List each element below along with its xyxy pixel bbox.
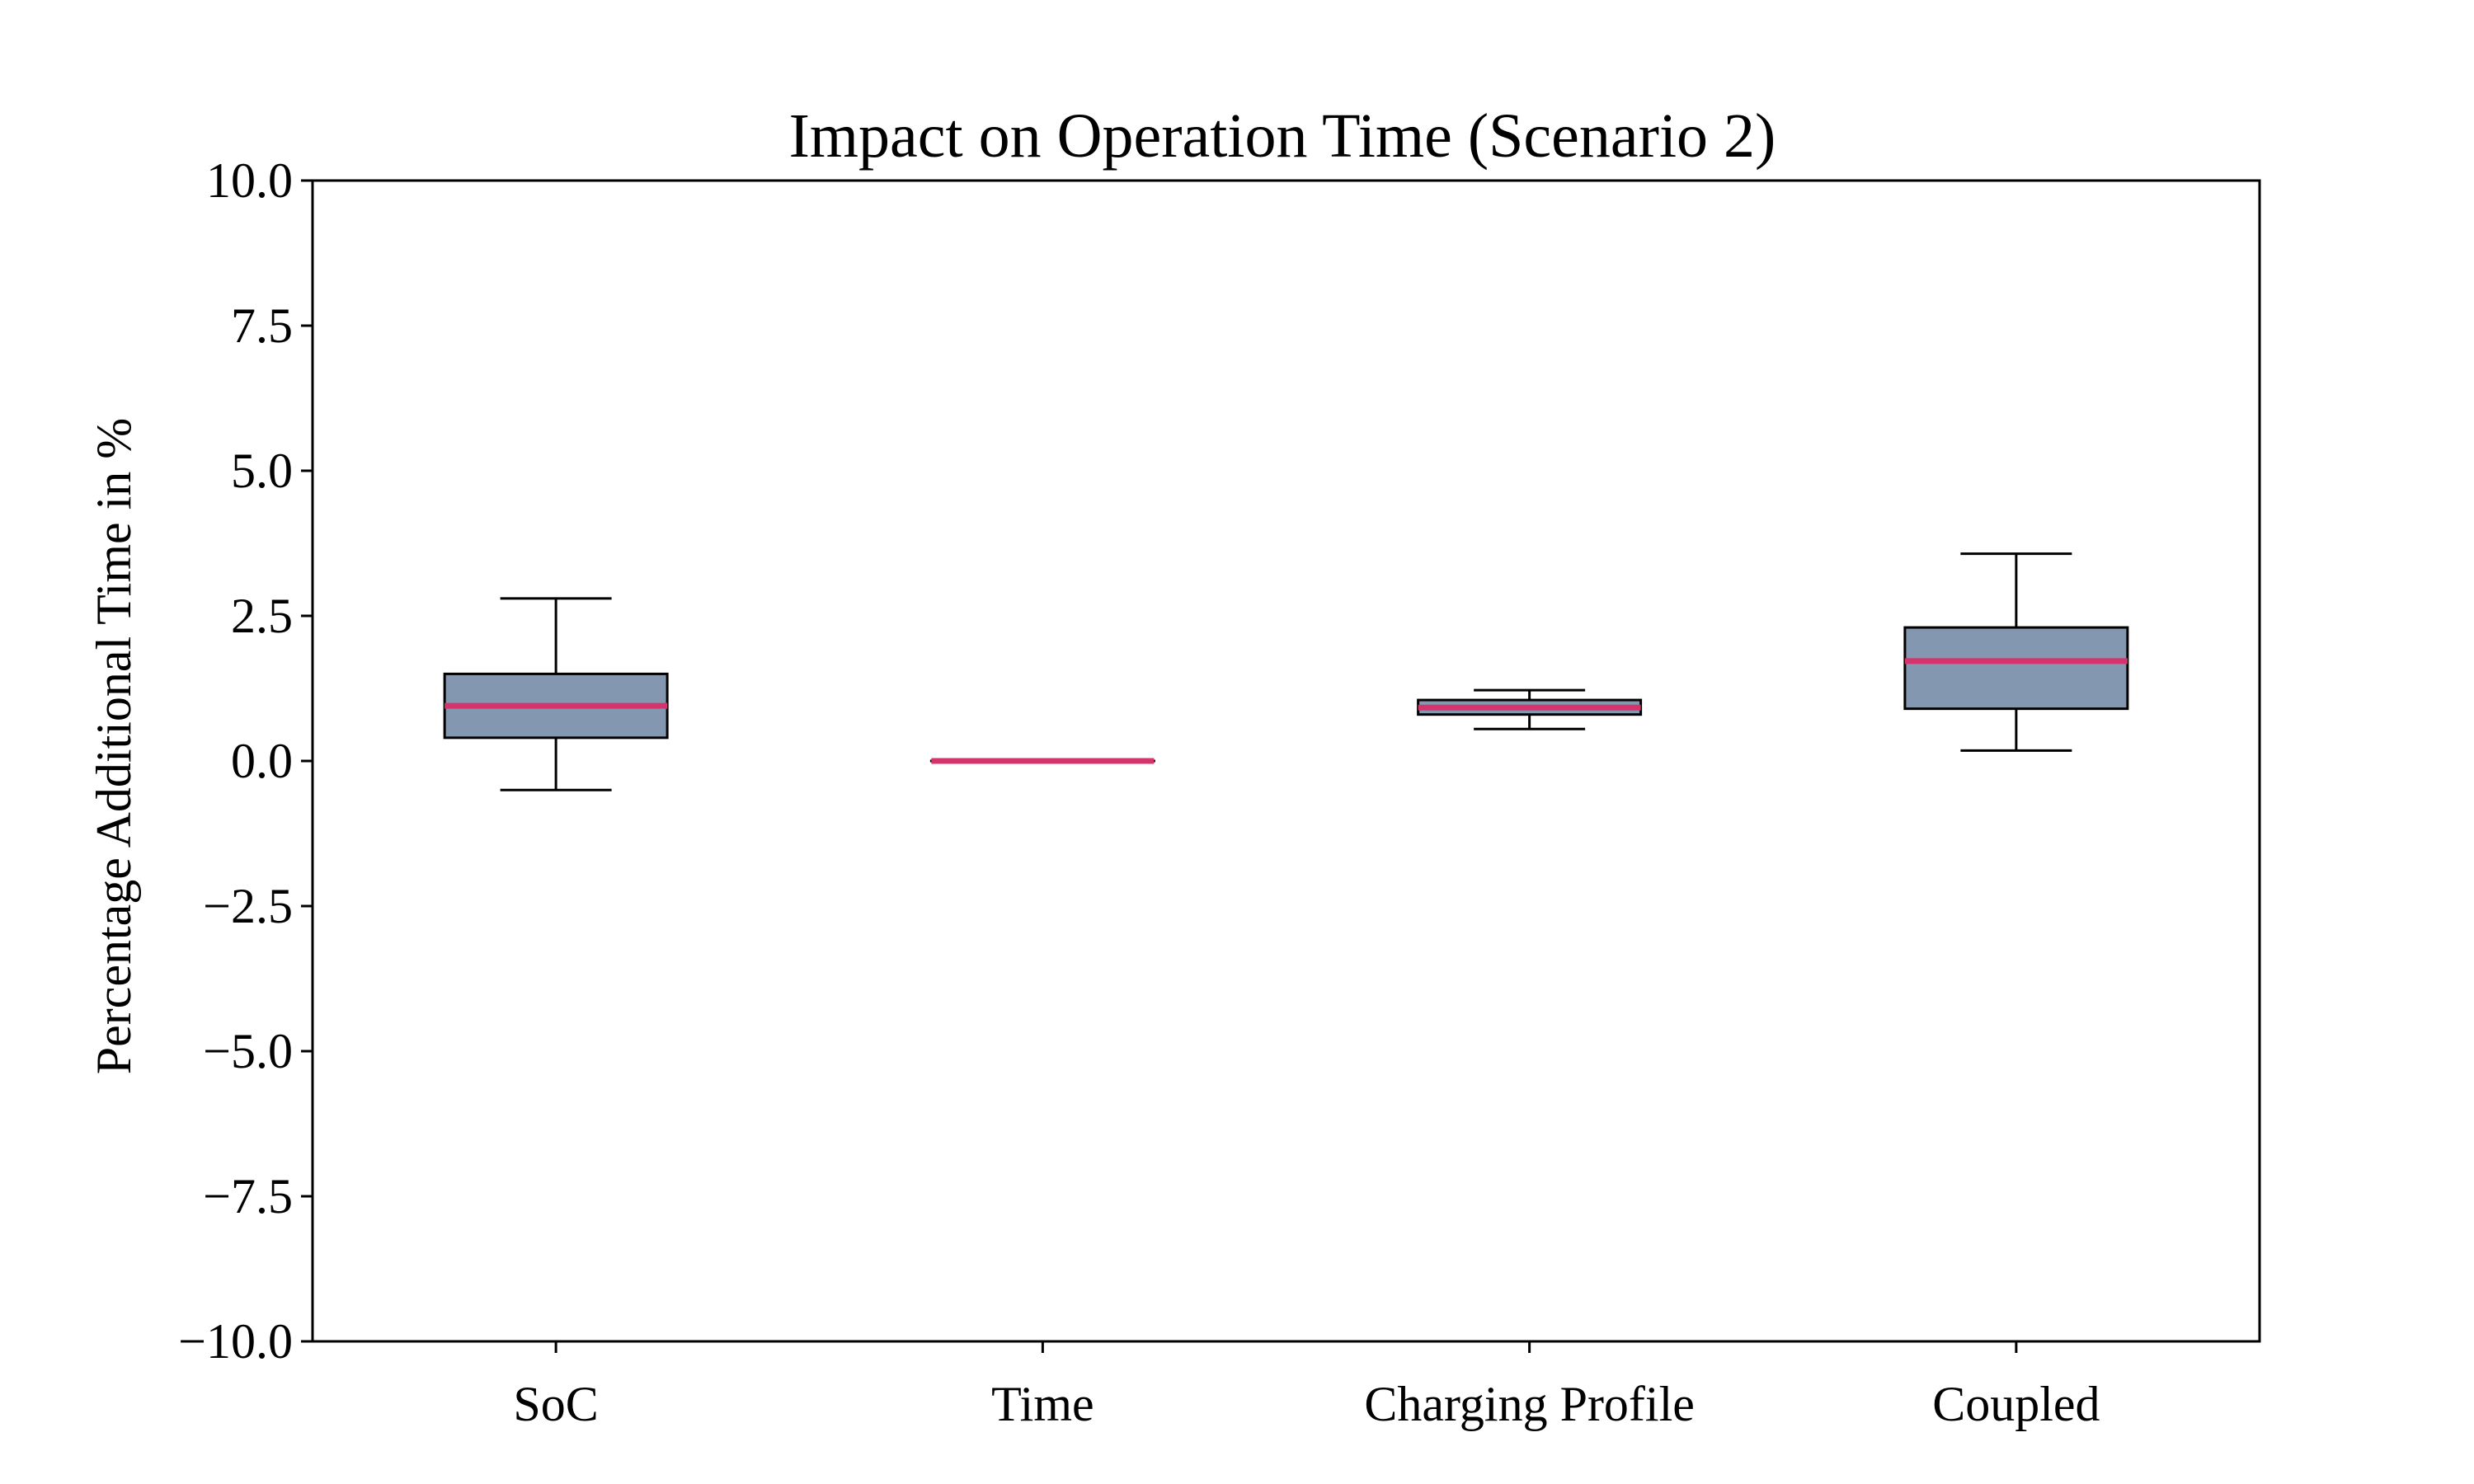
y-tick-label: −5.0	[203, 1024, 293, 1078]
y-tick-label: 0.0	[231, 734, 293, 788]
x-tick-label: Coupled	[1932, 1377, 2100, 1431]
x-tick-label: SoC	[513, 1377, 598, 1431]
y-tick-label: −2.5	[203, 879, 293, 933]
box-soc	[443, 597, 669, 791]
box-coupled	[1903, 552, 2129, 752]
y-tick-label: 5.0	[231, 444, 293, 498]
plot-area: 10.0 7.5 5.0 2.5 0.0 −2.5 −5.0 −7.5 −10.0 SoC Time…	[178, 153, 2261, 1431]
x-tick-label: Time	[991, 1377, 1094, 1431]
y-tick-label: −10.0	[178, 1314, 293, 1369]
x-tick-label: Charging Profile	[1364, 1377, 1695, 1431]
y-tick-label: 7.5	[231, 298, 293, 353]
y-tick-label: 10.0	[206, 153, 293, 208]
chart-title: Impact on Operation Time (Scenario 2)	[789, 101, 1776, 171]
y-tick-label: −7.5	[203, 1169, 293, 1223]
axes-frame	[311, 179, 2261, 1343]
y-axis-label: Percentage Additional Time in %	[87, 418, 141, 1075]
iqr-box	[1903, 626, 2129, 711]
y-tick-label: 2.5	[231, 589, 293, 643]
box-charging-profile	[1417, 688, 1643, 730]
